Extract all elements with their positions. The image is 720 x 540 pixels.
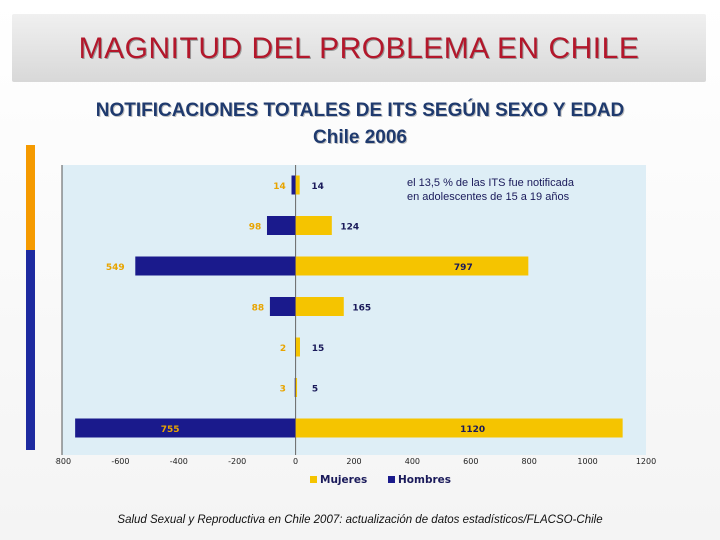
bar-mujeres [295, 256, 529, 276]
annotation-line-1: el 13,5 % de las ITS fue notificada [407, 177, 575, 189]
x-tick-label: -600 [111, 457, 129, 466]
legend-swatch-hombres [388, 476, 395, 483]
x-tick-label: 200 [346, 457, 361, 466]
title-banner: MAGNITUD DEL PROBLEMA EN CHILE [12, 14, 706, 82]
data-label-mujeres: 14 [311, 182, 324, 192]
subtitle-line-2: Chile 2006 [313, 127, 407, 148]
chart-subtitle: NOTIFICACIONES TOTALES DE ITS SEGÚN SEXO… [0, 97, 720, 151]
population-pyramid-chart: -800-600-400-20002004006008001000120065 … [55, 165, 656, 486]
plot-area [62, 165, 646, 455]
bar-hombres [295, 337, 296, 357]
x-tick-label: 800 [522, 457, 537, 466]
subtitle-line-1: NOTIFICACIONES TOTALES DE ITS SEGÚN SEXO… [95, 100, 625, 121]
bar-hombres [135, 256, 296, 276]
x-tick-label: 1000 [577, 457, 597, 466]
bar-hombres [291, 175, 296, 195]
data-label-mujeres: 124 [340, 223, 359, 233]
bar-mujeres [295, 297, 344, 316]
x-tick-label: -400 [170, 457, 188, 466]
bar-mujeres [295, 378, 298, 397]
bar-hombres [294, 378, 296, 397]
bar-hombres [266, 216, 296, 235]
data-label-hombres: 549 [106, 263, 125, 273]
data-label-mujeres: 797 [454, 263, 473, 273]
page-title: MAGNITUD DEL PROBLEMA EN CHILE [78, 32, 640, 65]
legend-swatch-mujeres [310, 476, 317, 483]
annotation-line-2: en adolescentes de 15 a 19 años [407, 191, 570, 203]
data-label-hombres: 88 [252, 304, 265, 314]
data-label-mujeres: 1120 [460, 425, 485, 435]
data-label-hombres: 98 [249, 223, 262, 233]
x-tick-label: 1200 [636, 457, 656, 466]
data-label-mujeres: 165 [352, 304, 371, 314]
data-label-hombres: 14 [273, 182, 286, 192]
data-label-mujeres: 5 [312, 385, 318, 395]
bar-mujeres [295, 418, 623, 438]
bar-mujeres [295, 216, 332, 235]
x-tick-label: 0 [293, 457, 298, 466]
bar-mujeres [295, 337, 300, 357]
data-label-hombres: 755 [161, 425, 180, 435]
x-tick-label: -200 [228, 457, 246, 466]
decorative-orange-bar [26, 145, 35, 250]
legend-label-hombres: Hombres [398, 474, 451, 486]
x-tick-label: 600 [463, 457, 478, 466]
legend-label-mujeres: Mujeres [320, 474, 367, 486]
bar-mujeres [295, 175, 300, 195]
bar-hombres [269, 297, 296, 316]
source-citation: Salud Sexual y Reproductiva en Chile 200… [117, 514, 603, 526]
decorative-blue-bar [26, 250, 35, 450]
x-tick-label: 400 [405, 457, 420, 466]
data-label-hombres: 3 [280, 385, 286, 395]
data-label-mujeres: 15 [312, 344, 325, 354]
bar-hombres [75, 418, 296, 438]
x-tick-label: -800 [55, 457, 71, 466]
data-label-hombres: 2 [280, 344, 286, 354]
